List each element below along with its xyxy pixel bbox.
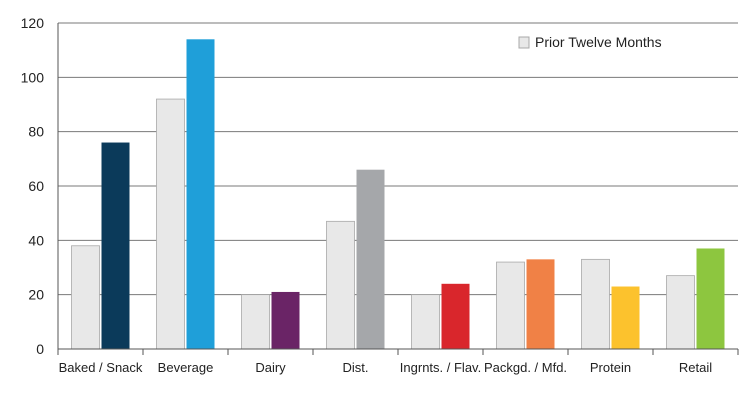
bar-prior-6	[581, 258, 610, 350]
x-axis: Baked / Snack Beverage Dairy Dist. Ingrnts. …	[57, 23, 739, 375]
bar-prior-5	[496, 261, 525, 350]
bar-prior-3	[326, 220, 355, 350]
x-category-label: Beverage	[158, 360, 214, 375]
bar-current-3	[356, 169, 385, 349]
x-category-label: Retail	[679, 360, 712, 375]
x-category-label: Packgd. / Mfd.	[484, 360, 567, 375]
bar-current-4	[441, 283, 470, 349]
bar-current-1	[186, 39, 215, 350]
x-category-label: Ingrnts. / Flav.	[400, 360, 481, 375]
bar-current-2	[271, 291, 300, 349]
bar-prior-4	[411, 294, 440, 350]
bar-prior-0	[71, 245, 100, 350]
y-tick-label: 40	[28, 232, 44, 248]
y-tick-label: 20	[28, 287, 44, 303]
x-category-label: Dist.	[343, 360, 369, 375]
bar-current-7	[696, 248, 725, 349]
bar-current-6	[611, 286, 640, 349]
bars	[71, 39, 725, 350]
x-category-label: Baked / Snack	[59, 360, 143, 375]
bar-current-5	[526, 259, 555, 349]
bar-prior-2	[241, 294, 270, 350]
bar-prior-7	[666, 275, 695, 350]
y-axis-tick-labels: 0 20 40 60 80 100 120	[21, 15, 45, 357]
bar-current-0	[101, 142, 130, 349]
x-category-label: Protein	[590, 360, 631, 375]
y-tick-label: 60	[28, 178, 44, 194]
y-tick-label: 80	[28, 124, 44, 140]
legend-label: Prior Twelve Months	[535, 34, 662, 50]
legend-swatch	[518, 36, 530, 49]
bar-prior-1	[156, 98, 185, 350]
x-category-label: Dairy	[255, 360, 286, 375]
y-tick-label: 0	[36, 341, 44, 357]
y-tick-label: 100	[21, 69, 45, 85]
y-tick-label: 120	[21, 15, 45, 31]
legend: Prior Twelve Months	[518, 34, 662, 50]
